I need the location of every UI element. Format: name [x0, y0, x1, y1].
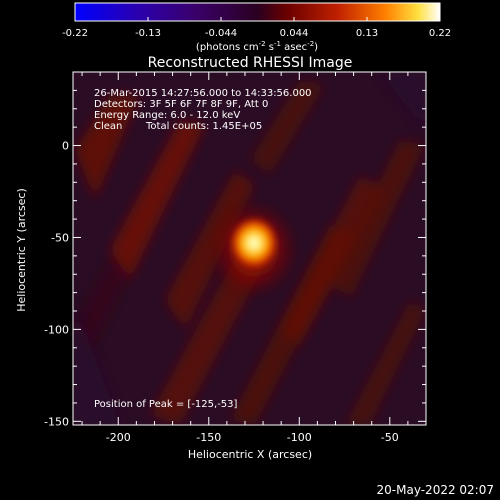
colorbar-tick-label: -0.044: [205, 28, 237, 39]
colorbar-ticks: [74, 17, 441, 21]
y-tick-label: -150: [44, 415, 69, 428]
time-range-label: 26-Mar-2015 14:27:56.000 to 14:33:56.000: [94, 88, 312, 99]
detectors-label: Detectors: 3F 5F 6F 7F 8F 9F, Att 0: [94, 99, 268, 110]
x-tick-label: -100: [287, 431, 312, 444]
rhessi-image: [73, 72, 426, 425]
algorithm-label: Clean: [94, 121, 122, 132]
plot-frame: [72, 71, 427, 426]
x-tick-label: -150: [196, 431, 221, 444]
colorbar-tick-label: 0.13: [356, 28, 378, 39]
y-tick-label: -50: [51, 231, 69, 244]
total-counts-label: Total counts: 1.45E+05: [145, 121, 262, 132]
peak-position-label: Position of Peak = [-125,-53]: [94, 399, 238, 410]
y-axis-label: Heliocentric Y (arcsec): [15, 188, 28, 312]
x-axis: -200 -150 -100 -50: [81, 72, 427, 444]
x-tick-label: -200: [106, 431, 131, 444]
colorbar-units: (photons cm-2 s-1 asec-2): [196, 40, 318, 53]
energy-range-label: Energy Range: 6.0 - 12.0 keV: [94, 110, 240, 121]
x-axis-label: Heliocentric X (arcsec): [188, 448, 312, 461]
y-tick-label: 0: [62, 140, 69, 153]
colorbar: [74, 2, 441, 22]
colorbar-tick-label: -0.13: [135, 28, 161, 39]
colorbar-tick-label: 0.044: [280, 28, 309, 39]
colorbar-tick-label: 0.22: [429, 28, 451, 39]
x-tick-label: -50: [381, 431, 399, 444]
footer-date: 20-May-2022 02:07: [377, 483, 494, 497]
colorbar-tick-label: -0.22: [62, 28, 88, 39]
flare-source: [228, 214, 281, 271]
plot-title: Reconstructed RHESSI Image: [148, 55, 353, 71]
y-axis: 0 -50 -100 -150: [44, 71, 426, 428]
y-tick-label: -100: [44, 323, 69, 336]
